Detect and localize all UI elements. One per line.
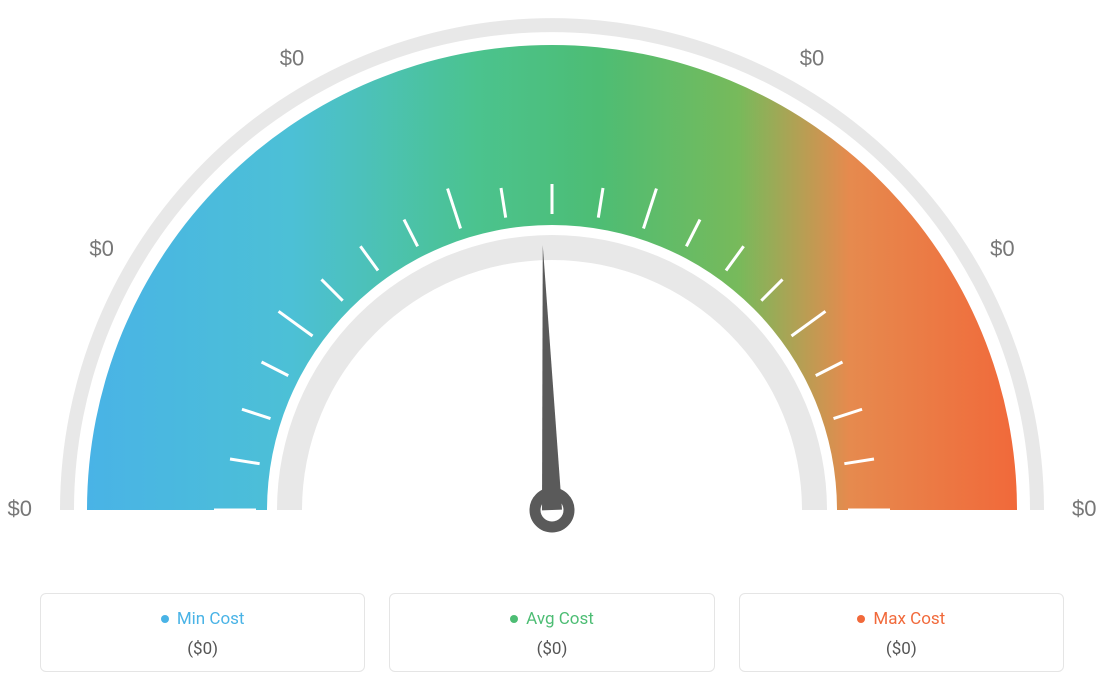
legend-card-min: Min Cost ($0) <box>40 593 365 672</box>
svg-text:$0: $0 <box>540 0 564 1</box>
legend-card-max: Max Cost ($0) <box>739 593 1064 672</box>
legend-dot-max <box>857 615 865 623</box>
gauge-chart: $0 $0 $0 $0 $0 $0 $0 <box>0 0 1104 560</box>
svg-text:$0: $0 <box>89 236 113 261</box>
legend-card-avg: Avg Cost ($0) <box>389 593 714 672</box>
legend-title-max: Max Cost <box>857 609 945 629</box>
gauge-svg: $0 $0 $0 $0 $0 $0 $0 <box>0 0 1104 560</box>
legend-title-avg: Avg Cost <box>510 609 594 629</box>
legend-label-avg: Avg Cost <box>526 609 594 629</box>
legend-value-min: ($0) <box>51 639 354 659</box>
legend-value-max: ($0) <box>750 639 1053 659</box>
svg-text:$0: $0 <box>1072 496 1096 521</box>
legend-dot-min <box>161 615 169 623</box>
legend-dot-avg <box>510 615 518 623</box>
legend-value-avg: ($0) <box>400 639 703 659</box>
svg-text:$0: $0 <box>800 46 824 71</box>
legend-label-min: Min Cost <box>177 609 245 629</box>
svg-text:$0: $0 <box>280 46 304 71</box>
cost-gauge-container: $0 $0 $0 $0 $0 $0 $0 Min Cost ($0) Avg Cost ($… <box>0 0 1104 690</box>
legend-title-min: Min Cost <box>161 609 245 629</box>
legend-label-max: Max Cost <box>873 609 945 629</box>
legend-row: Min Cost ($0) Avg Cost ($0) Max Cost ($0… <box>40 593 1064 672</box>
svg-text:$0: $0 <box>8 496 32 521</box>
svg-text:$0: $0 <box>990 236 1014 261</box>
